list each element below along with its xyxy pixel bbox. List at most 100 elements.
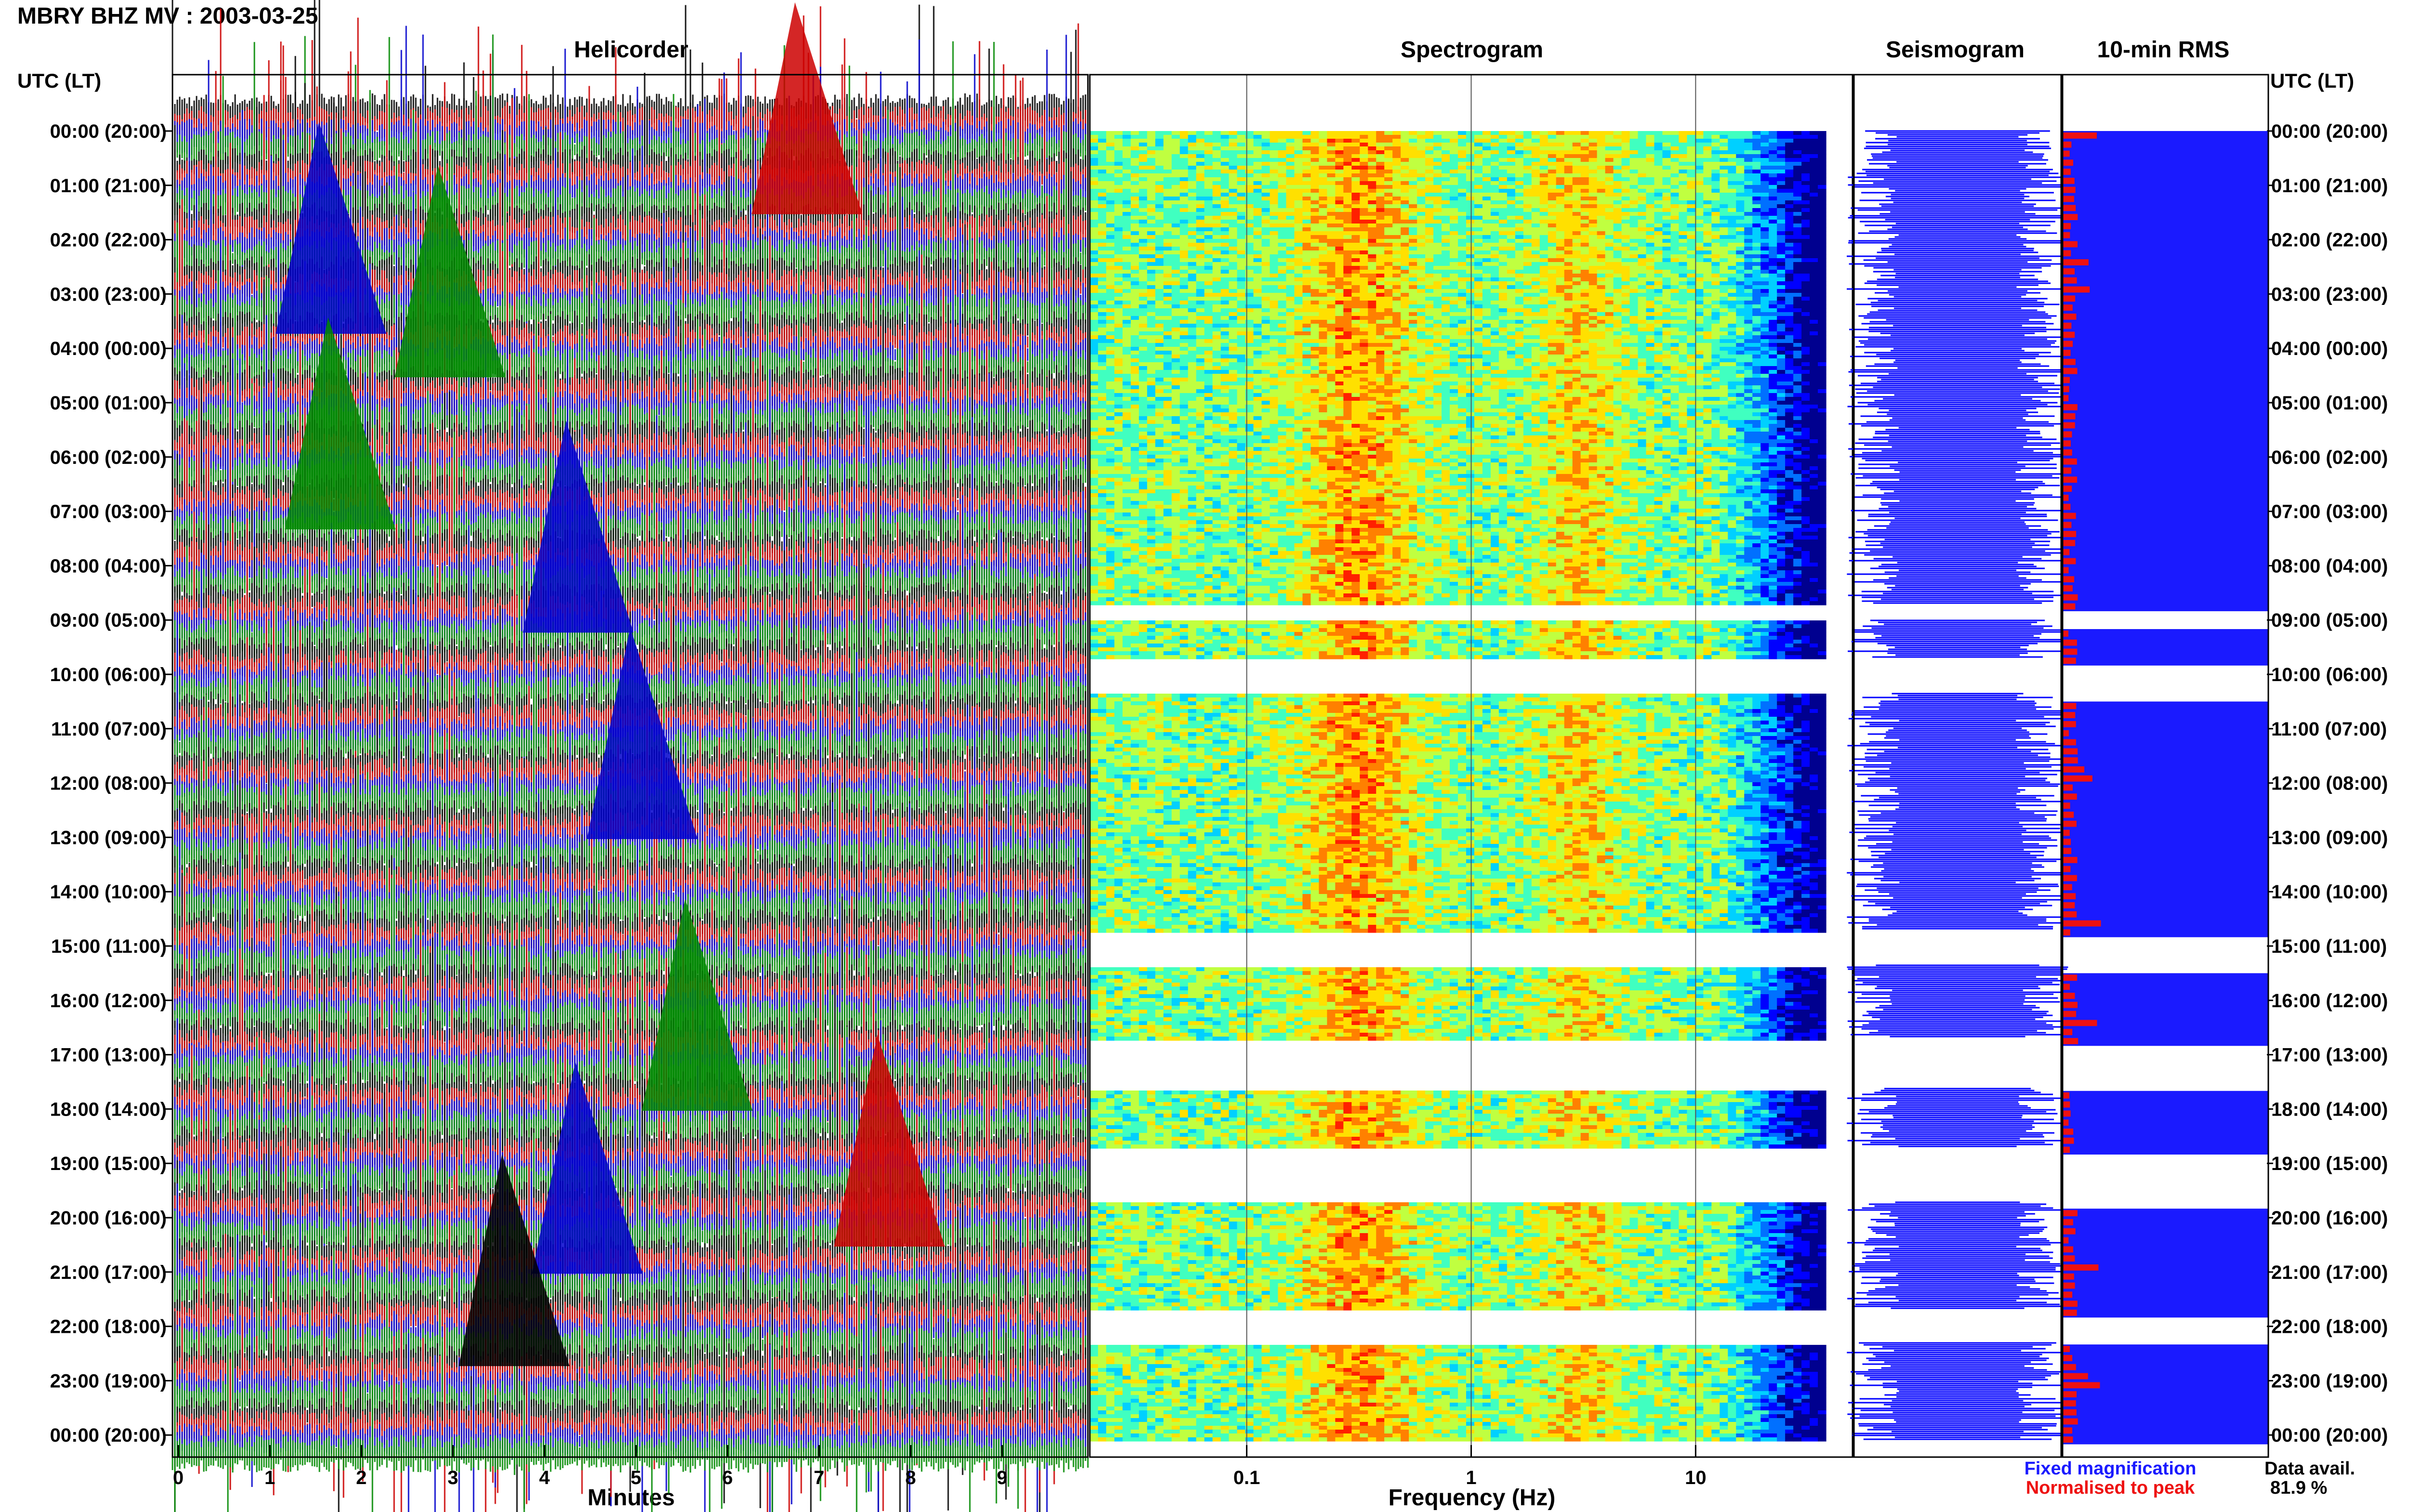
rms-bar-normalised [2063, 1038, 2078, 1044]
rms-bar-fixed [2063, 539, 2268, 548]
rms-bar-fixed [2063, 837, 2268, 847]
rms-bar-normalised [2063, 331, 2075, 338]
rms-bar-fixed [2063, 230, 2268, 240]
helicorder-event [752, 2, 862, 214]
helicorder-xtick-label: 5 [631, 1467, 641, 1488]
rms-bar-fixed [2063, 1254, 2268, 1263]
row-label-right: 07:00 (03:00) [2271, 501, 2388, 523]
rms-bar-fixed [2063, 185, 2268, 195]
row-label-right: 20:00 (16:00) [2271, 1208, 2388, 1229]
rms-bar-normalised [2063, 522, 2072, 528]
rms-bar-fixed [2063, 864, 2268, 874]
rms-bar-normalised [2063, 712, 2076, 718]
helicorder-xtick-label: 7 [814, 1467, 824, 1488]
rms-bar-normalised [2063, 549, 2070, 555]
helicorder-event [587, 627, 698, 839]
rms-bar-normalised [2063, 377, 2070, 383]
helicorder-xtick-label: 0 [173, 1467, 184, 1488]
rms-bar-fixed [2063, 1381, 2268, 1390]
rms-bar-normalised [2063, 440, 2071, 447]
rms-bar-fixed [2063, 158, 2268, 168]
row-label-right: 23:00 (19:00) [2271, 1370, 2388, 1392]
rms-bar-fixed [2063, 1236, 2268, 1245]
rms-bar-fixed [2063, 584, 2268, 593]
helicorder-frame [172, 74, 1089, 1458]
rms-bar-normalised [2063, 757, 2078, 763]
rms-bar-normalised [2063, 648, 2078, 655]
rms-bar-fixed [2063, 792, 2268, 802]
rms-bar-normalised [2063, 1146, 2070, 1153]
row-label-right: 06:00 (02:00) [2271, 447, 2388, 468]
row-label-left: 10:00 (06:00) [50, 664, 167, 685]
rms-bar-fixed [2063, 502, 2268, 512]
rms-bar-fixed [2063, 1245, 2268, 1254]
rms-bar-normalised [2063, 812, 2074, 818]
rms-bar-normalised [2063, 875, 2077, 881]
rms-bar-normalised [2063, 631, 2069, 637]
row-label-right: 16:00 (12:00) [2271, 990, 2388, 1012]
rms-bar-normalised [2063, 350, 2071, 356]
row-header-right: UTC (LT) [2270, 69, 2354, 92]
rms-bar-normalised [2063, 1373, 2088, 1380]
rms-bar-normalised [2063, 1418, 2078, 1425]
row-label-right: 11:00 (07:00) [2271, 719, 2387, 740]
rms-bar-normalised [2063, 1029, 2073, 1035]
rms-bar-normalised [2063, 341, 2073, 347]
rms-bar-fixed [2063, 710, 2268, 720]
rms-bar-normalised [2063, 1409, 2077, 1416]
rms-bar-normalised [2063, 268, 2075, 275]
rms-bar-normalised [2063, 486, 2072, 492]
rms-bar-fixed [2063, 439, 2268, 448]
row-label-right: 14:00 (10:00) [2271, 881, 2388, 903]
rms-bar-normalised [2063, 132, 2097, 139]
row-label-left: 00:00 (20:00) [50, 1425, 167, 1446]
row-label-right: 13:00 (09:00) [2271, 827, 2388, 848]
rms-bar-normalised [2063, 295, 2076, 302]
row-label-left: 15:00 (11:00) [51, 936, 167, 957]
row-label-right: 12:00 (08:00) [2271, 773, 2388, 794]
row-label-left: 01:00 (21:00) [50, 175, 167, 197]
row-label-right: 21:00 (17:00) [2271, 1262, 2388, 1283]
rms-bar-normalised [2063, 467, 2072, 474]
row-label-left: 14:00 (10:00) [50, 881, 167, 903]
rms-bar-normalised [2063, 404, 2078, 410]
rms-bar-normalised [2063, 531, 2077, 537]
rms-bar-normalised [2063, 241, 2078, 248]
rms-bar-fixed [2063, 656, 2268, 666]
row-label-left: 02:00 (22:00) [50, 230, 167, 251]
rms-bar-fixed [2063, 1407, 2268, 1418]
rms-bar-fixed [2063, 982, 2268, 992]
rms-bar-fixed [2063, 149, 2268, 158]
rms-bar-fixed [2063, 774, 2268, 784]
rms-bar-fixed [2063, 421, 2268, 430]
rms-bar-fixed [2063, 928, 2268, 937]
rms-bar-normalised [2063, 857, 2078, 863]
rms-bar-fixed [2063, 466, 2268, 475]
rms-bar-fixed [2063, 1127, 2268, 1137]
rms-bar-fixed [2063, 728, 2268, 738]
row-header-left: UTC (LT) [17, 69, 101, 92]
rms-bar-normalised [2063, 984, 2070, 990]
rms-bar-fixed [2063, 375, 2268, 385]
rms-bar-fixed [2063, 1281, 2268, 1290]
rms-bar-fixed [2063, 892, 2268, 901]
row-label-left: 09:00 (05:00) [50, 610, 167, 631]
rms-bar-normalised [2063, 150, 2070, 157]
rms-bar-normalised [2063, 304, 2073, 311]
spectrogram-xlabel: Frequency (Hz) [1389, 1485, 1556, 1511]
helicorder-title: Helicorder [574, 37, 688, 63]
rms-bar-fixed [2063, 276, 2268, 286]
rms-bar-normalised [2063, 458, 2077, 465]
rms-bar-normalised [2063, 186, 2076, 193]
rms-bar-fixed [2063, 801, 2268, 811]
rms-bar-fixed [2063, 285, 2268, 294]
rms-bar-normalised [2063, 1436, 2073, 1443]
row-label-left: 08:00 (04:00) [50, 555, 167, 577]
row-label-right: 03:00 (23:00) [2271, 284, 2388, 305]
rms-bar-fixed [2063, 575, 2268, 584]
row-label-left: 22:00 (18:00) [50, 1316, 167, 1338]
rms-bar-fixed [2063, 629, 2268, 639]
rms-bar-fixed [2063, 222, 2268, 231]
rms-bar-fixed [2063, 411, 2268, 421]
